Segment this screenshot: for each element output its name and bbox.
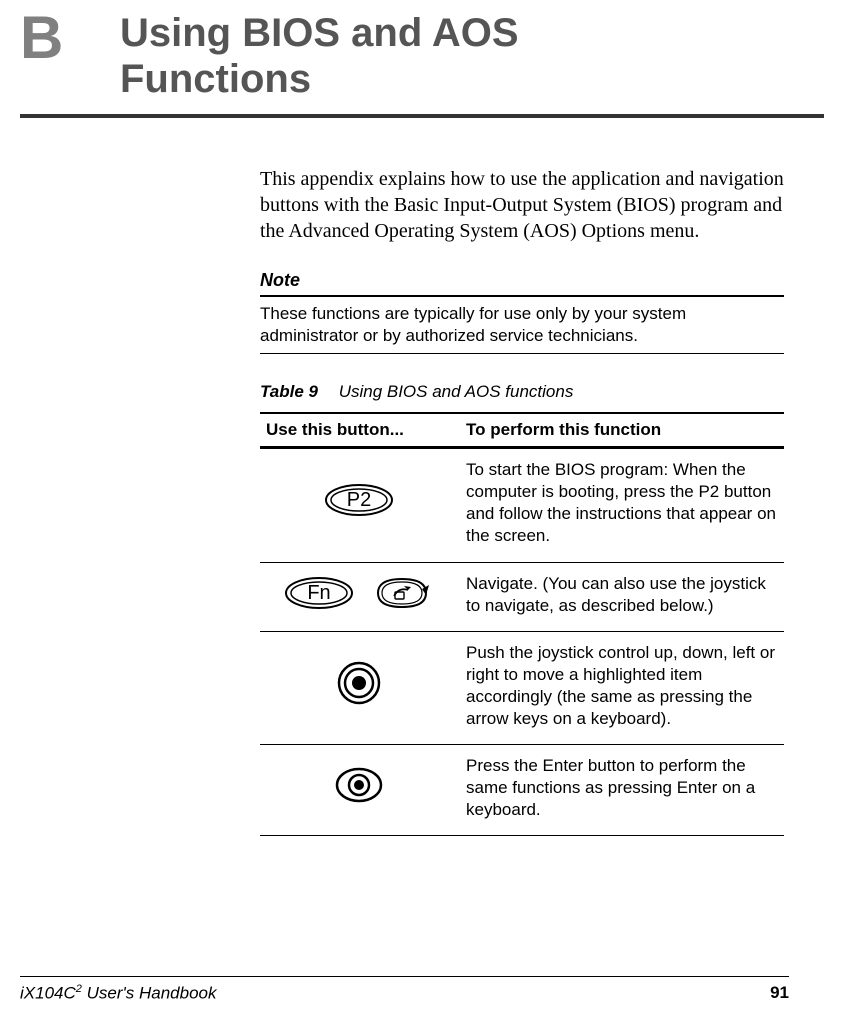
table-cell-desc: Push the joystick control up, down, left… [460,631,784,744]
rotate-button-icon [372,573,434,613]
chapter-title: Using BIOS and AOS Functions [120,10,680,102]
header-rule [20,114,824,118]
p2-button-label: P2 [347,489,371,511]
joystick-icon [337,661,381,705]
table-row: Push the joystick control up, down, left… [260,631,784,744]
table-row: Fn [260,562,784,631]
table-cell-desc: Navigate. (You can also use the joystick… [460,562,784,631]
table-row: P2 To start the BIOS program: When the c… [260,448,784,562]
appendix-letter: B [20,8,120,68]
table-header-col2: To perform this function [460,413,784,448]
bios-table: Use this button... To perform this funct… [260,412,784,836]
enter-button-icon [335,767,383,803]
fn-button-label: Fn [307,582,330,604]
table-cell-desc: To start the BIOS program: When the comp… [460,448,784,562]
footer-product: iX104C2 User's Handbook [20,983,216,1004]
note-rule-bottom [260,353,784,354]
footer-rule [20,976,789,977]
footer-product-name: iX104C [20,984,76,1003]
p2-button-icon: P2 [324,483,394,517]
footer-product-tail: User's Handbook [82,984,217,1003]
note-rule-top [260,295,784,297]
fn-button-icon: Fn [284,576,354,610]
table-cell-desc: Press the Enter button to perform the sa… [460,745,784,836]
table-header-col1: Use this button... [260,413,460,448]
table-caption: Table 9 Using BIOS and AOS functions [260,382,784,402]
table-row: Press the Enter button to perform the sa… [260,745,784,836]
table-caption-label: Table 9 [260,382,318,401]
table-caption-text: Using BIOS and AOS functions [339,382,574,401]
note-heading: Note [260,270,784,291]
page-number: 91 [770,983,789,1004]
intro-paragraph: This appendix explains how to use the ap… [260,166,784,244]
note-text: These functions are typically for use on… [260,303,784,347]
